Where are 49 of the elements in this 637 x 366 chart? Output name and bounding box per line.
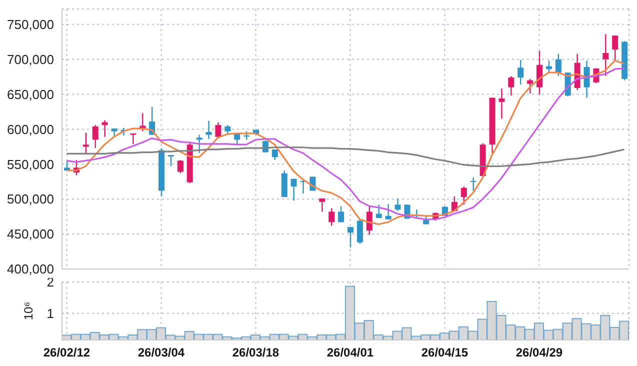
candlestick: [356, 218, 363, 244]
candlestick: [612, 34, 618, 62]
y-tick-label: 650,000: [7, 86, 54, 102]
candlestick: [508, 75, 514, 96]
candlestick: [518, 59, 524, 86]
candlestick: [281, 170, 288, 198]
y-tick-label: 750,000: [7, 16, 54, 32]
candlestick: [385, 203, 392, 220]
x-tick-label: 26/04/29: [516, 346, 563, 360]
candlestick: [206, 120, 212, 140]
candlestick: [584, 60, 590, 98]
y-tick-label: 1: [46, 306, 54, 321]
x-tick-label: 26/04/01: [326, 346, 374, 360]
y-tick-label: 550,000: [7, 156, 54, 172]
candlestick: [394, 198, 401, 212]
y-tick-label: 500,000: [7, 192, 54, 207]
candlestick: [102, 120, 108, 138]
x-tick-label: 26/03/18: [232, 346, 280, 360]
y-axis-title: 10⁶: [21, 302, 36, 320]
candlestick: [319, 198, 326, 212]
candlestick: [196, 134, 202, 154]
candlestick: [536, 50, 542, 95]
candlestick: [168, 154, 174, 167]
candlestick: [338, 205, 344, 223]
line-series: [66, 146, 626, 168]
candlestick: [546, 60, 552, 74]
y-tick-label: 600,000: [7, 122, 54, 137]
candlestick: [555, 53, 562, 77]
y-tick-label: 700,000: [7, 52, 54, 67]
candlestick: [92, 124, 98, 149]
y-tick-label: 400,000: [7, 262, 54, 277]
candlestick: [328, 208, 335, 226]
x-tick-label: 26/03/04: [138, 346, 185, 360]
candlestick: [602, 34, 609, 77]
candlestick: [498, 88, 505, 120]
candlestick: [215, 122, 222, 138]
candlestick: [290, 178, 297, 202]
candlestick: [527, 78, 534, 94]
x-tick-label: 26/02/12: [43, 346, 90, 360]
candlestick: [177, 159, 184, 174]
candlestick: [224, 124, 231, 136]
candlestick: [376, 204, 382, 219]
y-tick-label: 450,000: [7, 226, 54, 242]
candlestick: [470, 176, 476, 192]
candlestick: [366, 205, 372, 236]
candlestick: [460, 186, 467, 206]
candlestick: [348, 226, 354, 248]
candlestick: [82, 132, 89, 154]
x-tick-label: 26/04/15: [421, 346, 468, 360]
